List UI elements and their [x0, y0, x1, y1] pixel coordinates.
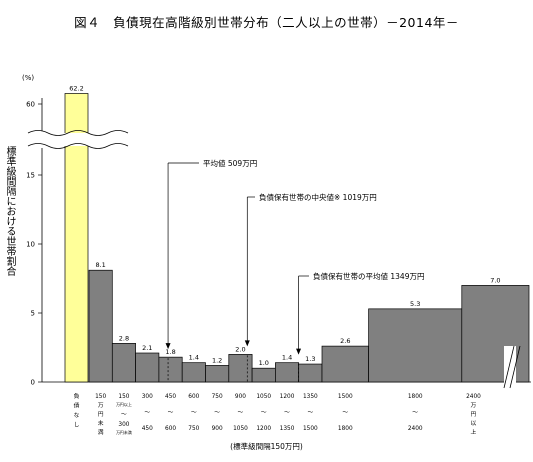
x-tick-label: ～	[121, 412, 127, 418]
x-tick-label: ～	[144, 410, 150, 416]
x-tick-label: 1200	[280, 394, 295, 400]
data-label: 1.2	[212, 356, 222, 364]
x-tick-label: 1800	[408, 394, 423, 400]
bar	[321, 345, 369, 383]
bar	[135, 352, 160, 383]
x-tick-label: 1050	[233, 426, 248, 432]
x-tick-label: 1200	[256, 426, 271, 432]
x-tick-label: し	[74, 422, 80, 429]
data-label: 1.4	[189, 354, 199, 362]
y-tick-label: 10	[26, 241, 35, 249]
x-tick-label: 1050	[256, 394, 271, 400]
x-tick-label: 未	[98, 419, 104, 427]
bar	[64, 93, 89, 383]
bar	[461, 285, 530, 383]
x-tick-label: 1350	[280, 426, 295, 432]
annotation-arrow-head	[244, 340, 250, 347]
x-tick-label: 600	[188, 394, 199, 400]
x-tick-label: 450	[165, 394, 176, 400]
x-tick-label: 万	[98, 402, 104, 409]
x-tick-label: 債	[74, 402, 80, 410]
x-tick-label: 2400	[466, 394, 481, 400]
x-tick-label: ～	[261, 410, 267, 416]
x-tick-label: 750	[212, 394, 223, 400]
x-tick-label: 1500	[338, 394, 353, 400]
x-tick-label: 万円以上	[116, 401, 132, 407]
x-tick-label: 円	[98, 411, 104, 418]
x-tick-label: ～	[342, 410, 348, 416]
x-tick-label: 450	[142, 426, 153, 432]
bar	[88, 269, 113, 383]
data-label: 2.6	[340, 337, 350, 345]
bar	[228, 354, 253, 383]
annotation-label: 平均値 509万円	[203, 158, 257, 168]
data-label: 8.1	[95, 261, 105, 269]
annotation-label: 負債保有世帯の中央値※ 1019万円	[259, 192, 377, 202]
x-tick-label: ～	[168, 410, 174, 416]
bar	[205, 365, 230, 383]
x-tick-label: 300	[142, 394, 153, 400]
data-label: 2.1	[142, 344, 152, 352]
x-tick-label: 750	[188, 426, 199, 432]
y-axis-label: 標準級間隔における世帯割合	[4, 146, 15, 276]
x-tick-label: ～	[284, 410, 290, 416]
x-tick-label: な	[74, 412, 80, 419]
y-tick-label: 5	[31, 310, 35, 318]
x-axis-label: (標準級間隔150万円)	[230, 442, 303, 451]
x-tick-label: 万	[471, 402, 477, 409]
x-tick-label: 1500	[303, 426, 318, 432]
y-tick-label: 0	[31, 379, 35, 387]
data-label: 1.3	[305, 355, 315, 363]
data-label: 1.8	[165, 348, 175, 356]
y-unit-label: (%)	[22, 74, 34, 82]
x-tick-label: 負	[74, 392, 80, 400]
x-tick-label: 1350	[303, 394, 318, 400]
x-tick-label: ～	[412, 410, 418, 416]
bar	[275, 362, 300, 383]
chart-title: 図４ 負債現在高階級別世帯分布（二人以上の世帯）－2014年－	[74, 15, 459, 30]
x-tick-label: 600	[165, 426, 176, 432]
bar	[181, 362, 206, 383]
bar	[251, 367, 276, 383]
data-label: 5.3	[410, 300, 420, 308]
x-tick-label: 2400	[408, 426, 423, 432]
data-label: 2.8	[119, 334, 129, 342]
annotation-arrow-head	[165, 343, 171, 350]
x-tick-label: 満	[98, 429, 104, 436]
axis-break-upper	[27, 130, 129, 136]
x-tick-label: ～	[214, 410, 220, 416]
bar	[368, 308, 463, 383]
x-tick-label: 万円未満	[116, 429, 132, 435]
y-tick-label: 15	[26, 172, 35, 180]
x-tick-label: 150	[118, 394, 129, 400]
right-break-line-2	[509, 345, 521, 389]
y-tick-label: 60	[26, 101, 35, 109]
annotation-label: 負債保有世帯の平均値 1349万円	[313, 271, 424, 281]
x-tick-label: 以	[471, 420, 477, 427]
annotation-arrow-head	[296, 348, 302, 355]
data-label: 2.0	[235, 345, 245, 353]
x-tick-label: 150	[95, 394, 106, 400]
data-label: 62.2	[69, 85, 83, 93]
bar	[158, 356, 183, 383]
x-tick-label: 1800	[338, 426, 353, 432]
bar	[111, 343, 136, 383]
right-break-line-1	[503, 345, 515, 389]
x-tick-label: ～	[191, 410, 197, 416]
x-tick-label: 円	[471, 411, 477, 418]
bar	[298, 363, 323, 383]
x-tick-label: ～	[307, 410, 313, 416]
axis-break-gap	[28, 133, 108, 146]
x-tick-label: 900	[212, 426, 223, 432]
data-label: 1.0	[259, 359, 269, 367]
data-label: 7.0	[490, 276, 500, 284]
x-tick-label: 上	[471, 428, 477, 436]
data-label: 1.4	[282, 354, 292, 362]
x-tick-label: 300	[118, 422, 129, 428]
axis-break-lower	[27, 143, 129, 149]
x-tick-label: ～	[238, 410, 244, 416]
x-tick-label: 900	[235, 394, 246, 400]
